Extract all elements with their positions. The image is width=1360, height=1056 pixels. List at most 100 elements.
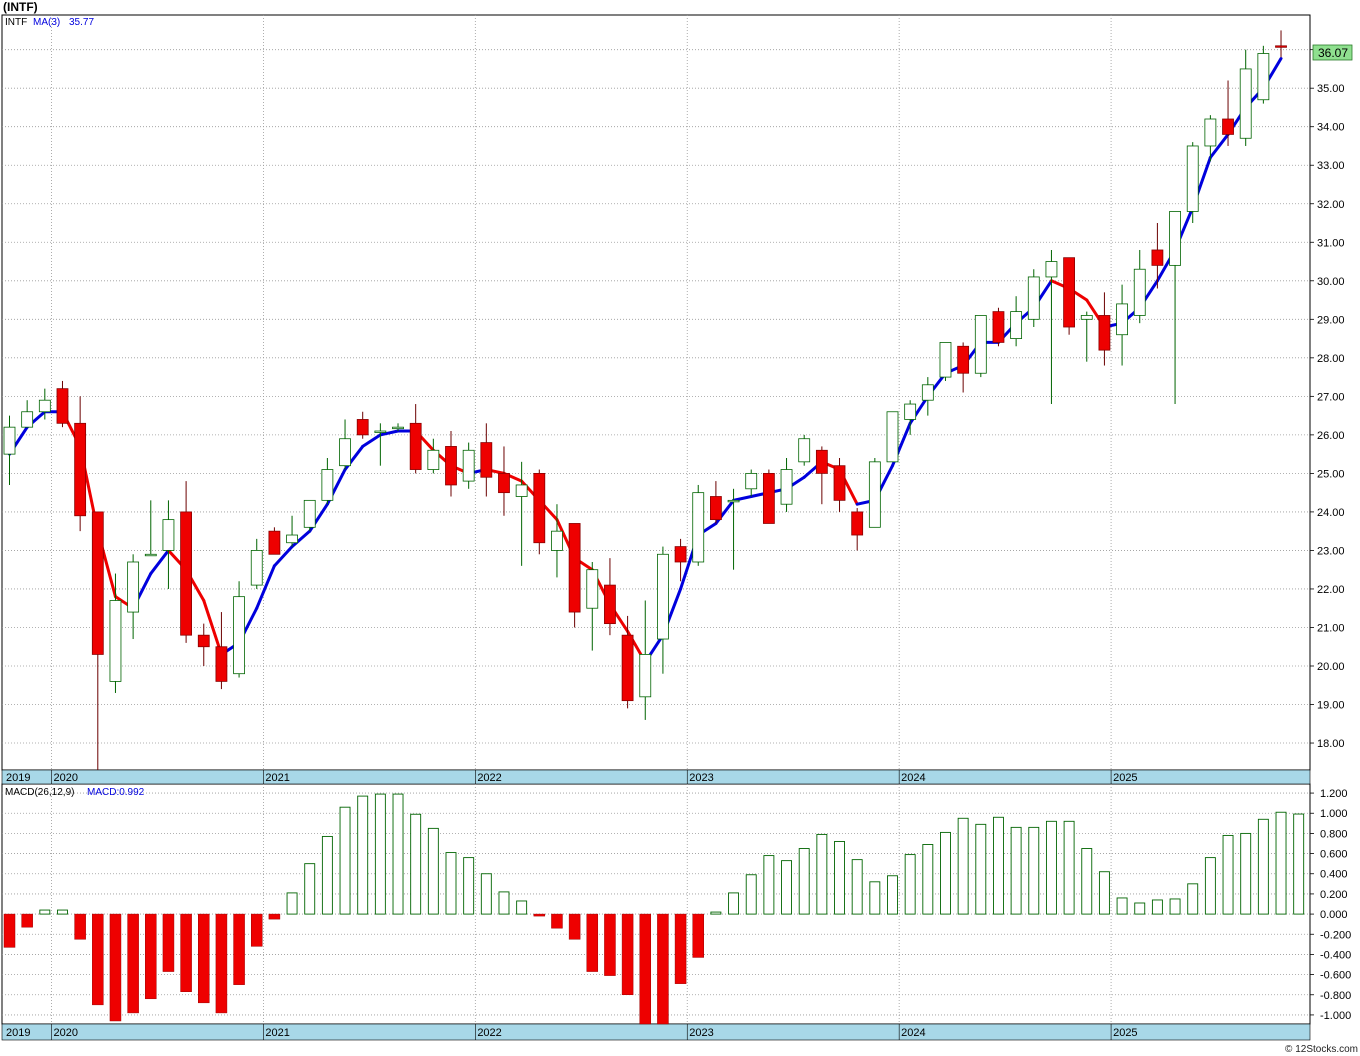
y-tick-label: 0.200 (1320, 889, 1348, 901)
y-tick-label: 0.600 (1320, 849, 1348, 861)
macd-bar (1240, 832, 1252, 915)
y-tick-label: 25.00 (1317, 468, 1345, 480)
macd-bar (621, 913, 634, 996)
y-tick-label: -1.000 (1320, 1010, 1351, 1022)
candle-body (868, 461, 881, 528)
y-tick-label: 18.00 (1317, 738, 1345, 750)
candle-body (374, 430, 387, 433)
candle-body (904, 403, 917, 420)
macd-bar (993, 816, 1004, 915)
candle-body (551, 530, 563, 551)
candle-body (621, 634, 634, 702)
candle-body (144, 553, 157, 557)
y-tick-label: 30.00 (1317, 276, 1345, 288)
candle-body (1169, 211, 1181, 266)
candle-body (250, 550, 263, 586)
macd-bar (445, 852, 457, 915)
macd-bar (1116, 897, 1128, 915)
macd-bar (74, 913, 86, 940)
y-tick-label: 23.00 (1317, 545, 1345, 557)
macd-bar (180, 913, 192, 992)
candle-body (604, 584, 616, 625)
y-tick-label: 34.00 (1317, 122, 1345, 134)
candle-body (356, 419, 369, 436)
y-tick-label: 1.000 (1320, 808, 1348, 820)
macd-bar (357, 795, 369, 915)
candle-body (1063, 257, 1075, 328)
candle-body (127, 561, 140, 613)
macd-bar (1169, 898, 1181, 915)
candle-body (957, 345, 970, 374)
y-tick-label: -0.800 (1320, 990, 1351, 1002)
candle-body (639, 654, 652, 698)
candle-body (657, 553, 669, 640)
candle-body (3, 426, 16, 455)
macd-bar (1028, 826, 1040, 915)
candle-body (1010, 311, 1023, 339)
macd-bar (304, 863, 316, 915)
macd-bar (604, 913, 616, 976)
candle-body (515, 484, 528, 497)
chart-frames (1, 14, 1311, 1041)
macd-bar (1204, 857, 1216, 915)
y-tick-label: -0.400 (1320, 949, 1351, 961)
legend-macd-label: MACD(26,12,9) (5, 787, 74, 798)
macd-bar (268, 913, 281, 920)
macd-bar (1081, 848, 1093, 915)
macd-bar (834, 841, 845, 915)
x-axis-label: 2023 (689, 772, 713, 784)
macd-bar (904, 854, 916, 915)
x-axis-label: 2025 (1113, 1027, 1137, 1039)
macd-bar (109, 913, 122, 1022)
macd-bar (233, 913, 245, 985)
y-tick-label: 0.800 (1320, 828, 1348, 840)
candle-body (38, 399, 51, 413)
macd-bar (374, 793, 386, 915)
candle-body (109, 600, 122, 682)
last-price-tag: 36.07 (1312, 44, 1353, 61)
macd-bar (922, 844, 934, 915)
x-axis-label: 2021 (265, 772, 289, 784)
macd-bar (851, 859, 863, 915)
macd-bar (427, 827, 439, 915)
y-tick-label: 32.00 (1317, 199, 1345, 211)
macd-bar (940, 831, 951, 915)
candle-body (1186, 145, 1199, 212)
candle-body (1275, 45, 1287, 48)
candle-body (427, 449, 440, 470)
macd-bar (657, 913, 669, 1025)
macd-bar (1187, 883, 1199, 915)
macd-bar (1222, 834, 1234, 915)
last-price-label: 36.07 (1318, 46, 1348, 60)
candle-body (233, 596, 245, 675)
ma-segment (272, 545, 294, 568)
macd-bar (127, 913, 139, 1014)
candle-body (974, 315, 987, 374)
macd-bar (480, 873, 492, 915)
macd-bar (339, 806, 351, 915)
candle-body (833, 465, 846, 501)
candle-body (921, 384, 934, 401)
macd-bar (92, 913, 104, 1006)
candle-body (727, 499, 740, 503)
macd-bar (1098, 871, 1110, 915)
x-axis-label: 2020 (53, 772, 77, 784)
macd-bar (639, 913, 652, 1025)
candle-body (74, 422, 87, 517)
macd-bar (887, 875, 898, 915)
candle-body (762, 472, 775, 524)
legend-ma-value: 35.77 (69, 17, 94, 28)
candle-body (498, 472, 510, 494)
candle-body (1222, 118, 1234, 135)
candle-body (586, 569, 599, 609)
macd-bar (463, 857, 475, 915)
candle-body (886, 411, 899, 463)
candle-body (445, 446, 457, 486)
candle-body (480, 442, 493, 478)
candle-body (1151, 249, 1164, 266)
candle-body (815, 449, 828, 474)
candle-body (409, 422, 422, 470)
y-tick-label: 31.00 (1317, 237, 1345, 249)
candle-body (1080, 315, 1093, 320)
